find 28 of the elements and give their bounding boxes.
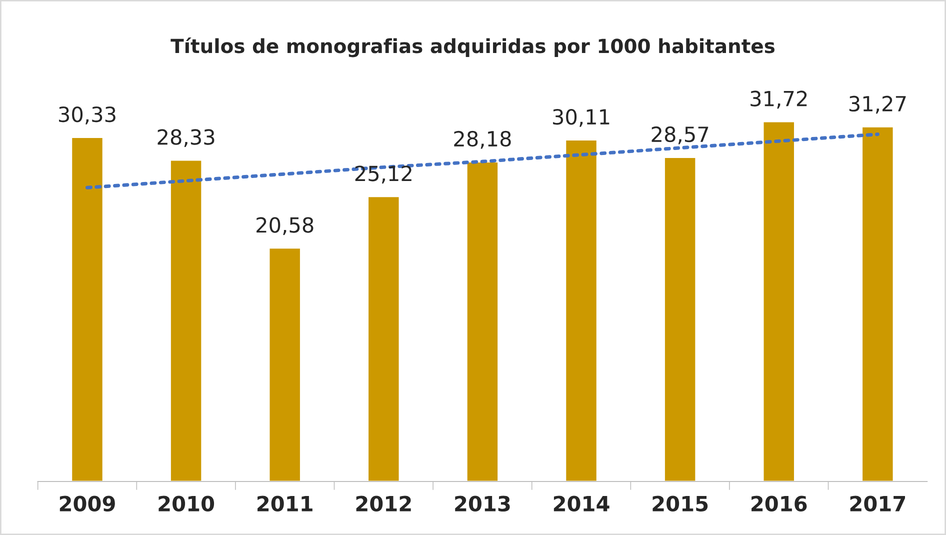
data-label: 28,18 [454,130,511,149]
data-label: 30,11 [553,108,610,127]
x-tick-label: 2017 [850,496,906,512]
bar [861,126,894,482]
bar [466,161,499,482]
x-tick-label: 2013 [455,496,510,512]
bar [268,247,302,482]
bar [762,120,796,482]
data-label: 28,33 [158,129,214,148]
bar [664,156,697,482]
x-tick-label: 2010 [158,496,214,512]
x-tick-label: 2011 [258,496,312,512]
data-label: 30,33 [59,106,116,124]
data-label: 31,27 [849,96,906,114]
bar [170,159,203,482]
x-tick-label: 2015 [652,496,708,512]
chart-title: Títulos de monografias adquiridas por 1000 habitantes [170,37,774,58]
x-tick-label: 2014 [554,496,610,512]
data-label: 31,72 [750,90,807,109]
bar [564,139,598,482]
x-tick-label: 2009 [60,496,115,512]
x-tick-label: 2012 [356,496,411,512]
bar [367,196,400,482]
bar [70,136,104,482]
data-label: 20,58 [256,217,314,235]
data-label: 28,57 [652,126,708,144]
x-tick-label: 2016 [752,496,807,512]
data-label: 25,12 [355,166,412,184]
